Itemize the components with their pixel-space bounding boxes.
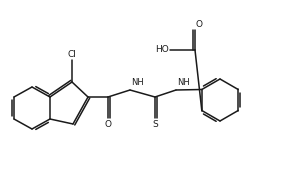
Text: NH: NH [177, 78, 190, 87]
Text: O: O [196, 20, 203, 29]
Text: NH: NH [131, 78, 144, 87]
Text: HO: HO [155, 46, 169, 54]
Text: O: O [105, 120, 112, 129]
Text: Cl: Cl [67, 50, 76, 59]
Text: S: S [152, 120, 158, 129]
